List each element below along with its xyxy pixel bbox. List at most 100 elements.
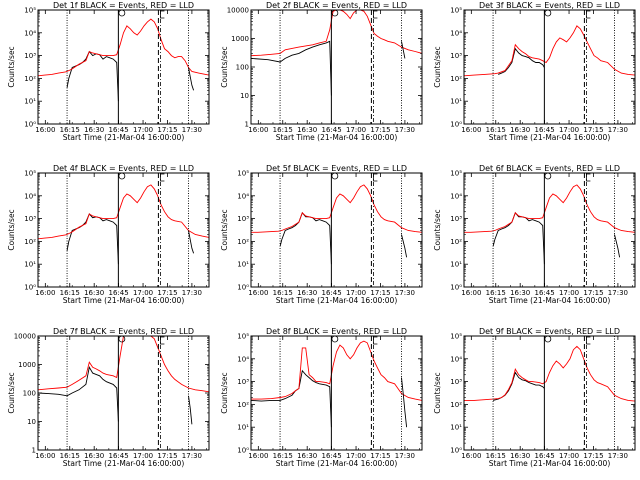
series-line-events-2 [401,41,406,59]
panel-det-6: Det 6f BLACK = Events, RED = LLD 10⁰ 10¹ 10… [433,164,636,305]
series-line-lld-1 [251,10,422,57]
x-tick-label: 17:00 [559,126,579,134]
y-tick-label: 10¹ [450,424,462,432]
y-tick-label: 10² [237,238,249,246]
flare-end-bracket [373,10,378,19]
y-tick-label: 10⁰ [237,284,249,292]
y-tick-label: 10³ [237,215,249,223]
x-tick-label: 16:45 [535,452,555,460]
y-tick-label: 10⁴ [24,29,36,37]
y-tick-label: 10 [27,418,36,426]
x-tick-label: 16:30 [297,289,317,297]
y-tick-label: 10¹ [24,261,36,269]
y-tick-label: 10⁰ [24,121,36,129]
panel-det-7: Det 7f BLACK = Events, RED = LLD 1 10 100 10… [7,327,210,468]
x-tick-label: 16:00 [248,126,268,134]
y-tick-label: 10³ [24,215,36,223]
x-tick-label: 17:30 [608,289,628,297]
y-axis-title: Counts/sec [220,372,229,413]
x-axis-title: Start Time (21-Mar-04 16:00:00) [63,133,185,142]
x-tick-label: 16:45 [322,126,342,134]
series-line-events-0 [38,366,119,422]
x-tick-label: 16:15 [60,126,80,134]
y-tick-label: 10⁴ [24,192,36,200]
flare-end-bracket [160,173,165,182]
x-tick-label: 17:30 [395,452,415,460]
series-group [251,184,422,265]
x-tick-label: 16:00 [461,126,481,134]
x-tick-label: 16:45 [535,126,555,134]
x-tick-label: 17:30 [608,126,628,134]
flare-end-bracket [586,336,591,345]
y-tick-label: 10⁵ [24,170,36,178]
x-tick-label: 17:00 [133,452,153,460]
series-line-events-0 [251,40,332,96]
panel-title: Det 5f BLACK = Events, RED = LLD [266,164,407,173]
y-tick-label: 10² [450,238,462,246]
series-group [464,25,635,77]
flare-end-bracket [586,173,591,182]
series-line-lld-1 [38,336,209,393]
y-tick-label: 10⁵ [450,7,462,15]
x-tick-label: 16:00 [248,452,268,460]
panel-title: Det 6f BLACK = Events, RED = LLD [479,164,620,173]
series-line-lld-1 [38,184,209,240]
x-tick-label: 16:15 [273,126,293,134]
y-tick-label: 10¹ [450,261,462,269]
x-tick-label: 16:00 [461,289,481,297]
x-tick-label: 17:00 [346,452,366,460]
y-axis-title: Counts/sec [7,372,16,413]
x-tick-label: 17:00 [346,126,366,134]
y-axis-title: Counts/sec [220,209,229,250]
x-tick-label: 16:15 [60,452,80,460]
plot-frame [37,172,210,288]
y-axis-title: Counts/sec [433,209,442,250]
series-line-events-2 [614,234,621,258]
series-line-events-0 [279,211,332,265]
panel-det-9: Det 9f BLACK = Events, RED = LLD 10⁰ 10¹ 10… [433,327,636,468]
y-tick-label: 10⁴ [450,355,462,363]
panel-title: Det 9f BLACK = Events, RED = LLD [479,327,620,336]
plot-frame [37,9,210,125]
series-line-events-2 [401,377,408,428]
x-tick-label: 17:15 [370,452,390,460]
y-tick-label: 10³ [237,378,249,386]
y-tick-label: 10⁴ [237,192,249,200]
x-tick-label: 16:00 [461,452,481,460]
series-line-lld-1 [251,340,422,401]
panel-det-4: Det 4f BLACK = Events, RED = LLD 10⁰ 10¹ 10… [7,164,210,305]
x-tick-label: 17:30 [608,452,628,460]
y-tick-label: 10⁰ [237,447,249,455]
x-tick-label: 17:15 [157,452,177,460]
series-line-events-0 [66,50,119,102]
x-tick-label: 17:15 [157,126,177,134]
y-tick-label: 10000 [14,333,36,341]
x-tick-label: 17:00 [346,289,366,297]
y-tick-label: 1 [32,447,36,455]
x-axis-title: Start Time (21-Mar-04 16:00:00) [63,296,185,305]
panel-det-8: Det 8f BLACK = Events, RED = LLD 10⁰ 10¹ 10… [220,327,423,468]
x-tick-label: 17:15 [583,289,603,297]
x-tick-label: 16:45 [322,452,342,460]
panel-det-5: Det 5f BLACK = Events, RED = LLD 10⁰ 10¹ 10… [220,164,423,305]
series-line-lld-1 [464,25,635,77]
x-axis-title: Start Time (21-Mar-04 16:00:00) [276,459,398,468]
series-group [38,18,209,102]
y-tick-label: 10² [24,75,36,83]
x-tick-label: 16:15 [273,289,293,297]
plot-frame [463,172,636,288]
series-line-events-2 [188,395,193,425]
y-tick-label: 1 [245,121,249,129]
x-axis-title: Start Time (21-Mar-04 16:00:00) [489,133,611,142]
x-tick-label: 17:00 [559,452,579,460]
y-tick-label: 10⁰ [24,284,36,292]
series-group [38,184,209,265]
x-tick-label: 16:15 [273,452,293,460]
y-tick-label: 10⁵ [24,7,36,15]
x-tick-label: 16:00 [35,126,55,134]
y-tick-label: 10² [450,401,462,409]
series-line-lld-1 [464,184,635,233]
x-tick-label: 16:30 [84,289,104,297]
flare-end-bracket [160,336,165,345]
